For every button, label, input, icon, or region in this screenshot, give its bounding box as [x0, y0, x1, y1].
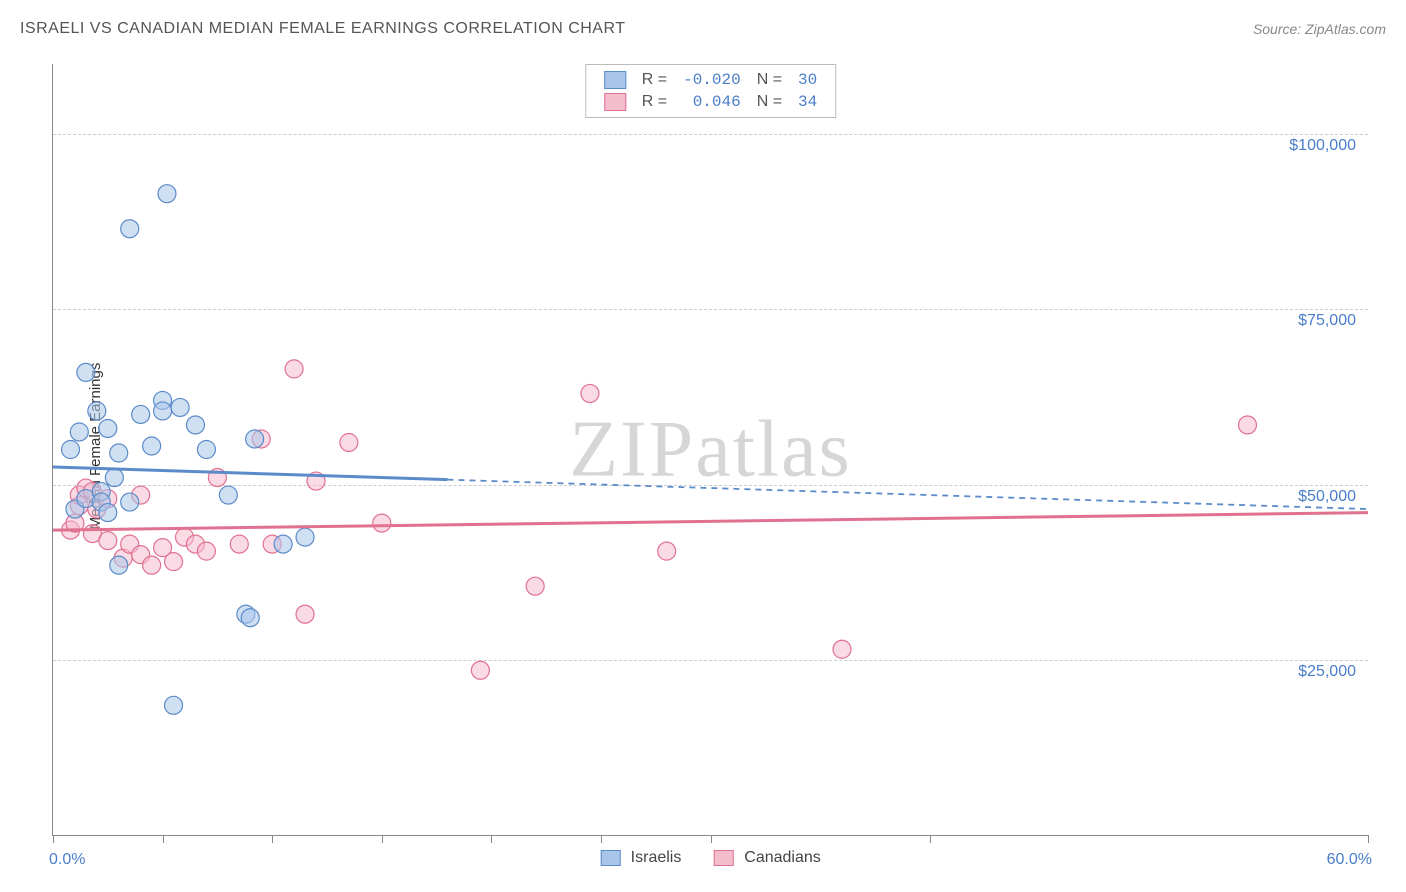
scatter-point — [296, 605, 314, 623]
scatter-point — [99, 504, 117, 522]
scatter-point — [171, 398, 189, 416]
scatter-point — [285, 360, 303, 378]
swatch-canadians — [604, 93, 626, 111]
r-label: R = — [634, 69, 675, 91]
plot-area: ZIPatlas R = -0.020 N = 30 R = 0.046 N =… — [52, 64, 1368, 836]
correlation-legend: R = -0.020 N = 30 R = 0.046 N = 34 — [585, 64, 837, 118]
r-value-israelis: -0.020 — [675, 69, 749, 91]
scatter-point — [833, 640, 851, 658]
trend-line-solid — [53, 513, 1368, 531]
legend-row-israelis: R = -0.020 N = 30 — [596, 69, 826, 91]
scatter-point — [1238, 416, 1256, 434]
scatter-point — [165, 696, 183, 714]
x-tick — [163, 835, 164, 843]
scatter-point — [186, 416, 204, 434]
n-label: N = — [749, 91, 790, 113]
scatter-point — [230, 535, 248, 553]
scatter-point — [197, 441, 215, 459]
scatter-point — [105, 469, 123, 487]
x-tick — [382, 835, 383, 843]
chart-svg — [53, 64, 1368, 835]
scatter-point — [121, 493, 139, 511]
scatter-point — [165, 553, 183, 571]
source-attribution: Source: ZipAtlas.com — [1253, 21, 1386, 37]
scatter-point — [121, 220, 139, 238]
scatter-point — [581, 384, 599, 402]
scatter-point — [197, 542, 215, 560]
scatter-point — [70, 423, 88, 441]
scatter-point — [274, 535, 292, 553]
scatter-point — [158, 185, 176, 203]
chart-container: ISRAELI VS CANADIAN MEDIAN FEMALE EARNIN… — [0, 0, 1406, 892]
scatter-point — [143, 556, 161, 574]
x-axis-max-label: 60.0% — [1327, 851, 1372, 869]
series-legend: Israelis Canadians — [586, 849, 835, 867]
scatter-point — [296, 528, 314, 546]
r-value-canadians: 0.046 — [675, 91, 749, 113]
scatter-point — [77, 363, 95, 381]
x-tick — [1368, 835, 1369, 843]
scatter-point — [526, 577, 544, 595]
legend-item-israelis: Israelis — [600, 849, 686, 866]
n-label: N = — [749, 69, 790, 91]
x-tick — [53, 835, 54, 843]
scatter-point — [99, 532, 117, 550]
x-tick — [711, 835, 712, 843]
swatch-israelis-icon — [600, 850, 620, 866]
scatter-point — [110, 444, 128, 462]
scatter-point — [132, 405, 150, 423]
x-tick — [601, 835, 602, 843]
swatch-canadians-icon — [714, 850, 734, 866]
x-tick — [930, 835, 931, 843]
legend-row-canadians: R = 0.046 N = 34 — [596, 91, 826, 113]
scatter-point — [110, 556, 128, 574]
x-axis-min-label: 0.0% — [49, 851, 85, 869]
x-tick — [491, 835, 492, 843]
scatter-point — [340, 433, 358, 451]
scatter-point — [154, 402, 172, 420]
scatter-point — [246, 430, 264, 448]
trend-line-dashed — [448, 480, 1369, 509]
scatter-point — [99, 419, 117, 437]
title-bar: ISRAELI VS CANADIAN MEDIAN FEMALE EARNIN… — [20, 20, 1386, 38]
n-value-canadians: 34 — [790, 91, 825, 113]
scatter-point — [143, 437, 161, 455]
legend-label-israelis: Israelis — [631, 849, 682, 866]
x-tick — [272, 835, 273, 843]
scatter-point — [658, 542, 676, 560]
scatter-point — [219, 486, 237, 504]
scatter-point — [88, 402, 106, 420]
swatch-israelis — [604, 71, 626, 89]
legend-item-canadians: Canadians — [714, 849, 821, 866]
legend-label-canadians: Canadians — [744, 849, 821, 866]
chart-title: ISRAELI VS CANADIAN MEDIAN FEMALE EARNIN… — [20, 20, 626, 38]
scatter-point — [471, 661, 489, 679]
n-value-israelis: 30 — [790, 69, 825, 91]
r-label: R = — [634, 91, 675, 113]
scatter-point — [241, 609, 259, 627]
scatter-point — [373, 514, 391, 532]
scatter-point — [62, 441, 80, 459]
